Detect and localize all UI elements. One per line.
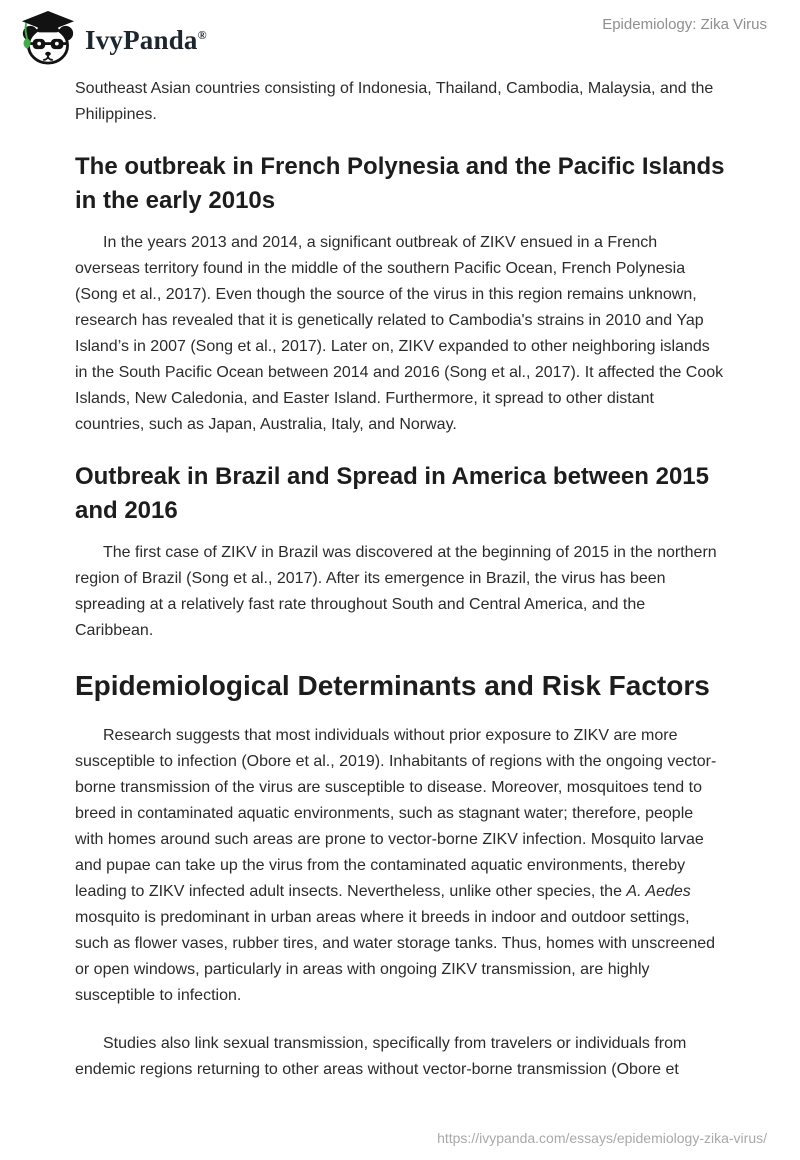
registered-trademark-symbol: ®: [197, 28, 207, 42]
paragraph-intro-continuation: Southeast Asian countries consisting of …: [75, 80, 714, 123]
running-head-title: Epidemiology: Zika Virus: [602, 16, 767, 33]
paragraph-risk-factors: Research suggests that most individuals …: [75, 723, 725, 1009]
risk-text-after-species: mosquito is predominant in urban areas w…: [75, 909, 716, 1004]
brand-name-text: IvyPanda: [85, 25, 198, 55]
heading-epidemiological-determinants: Epidemiological Determinants and Risk Fa…: [75, 670, 710, 701]
page-header: IvyPanda® Epidemiology: Zika Virus: [0, 0, 800, 68]
paragraph-brazil-outbreak: The first case of ZIKV in Brazil was dis…: [75, 544, 717, 639]
essay-content: Southeast Asian countries consisting of …: [75, 68, 725, 1083]
ivypanda-panda-graduation-logo-icon: [21, 10, 75, 65]
paragraph-sexual-transmission: Studies also link sexual transmission, s…: [75, 1035, 687, 1078]
heading-polynesia-outbreak: The outbreak in French Polynesia and the…: [75, 153, 725, 214]
brand: IvyPanda®: [20, 8, 207, 67]
paragraph-polynesia-outbreak: In the years 2013 and 2014, a significan…: [75, 234, 724, 433]
heading-brazil-outbreak: Outbreak in Brazil and Spread in America…: [75, 463, 709, 524]
risk-text-before-species: Research suggests that most individuals …: [75, 727, 717, 900]
page-footer: https://ivypanda.com/essays/epidemiology…: [437, 1130, 767, 1148]
footer-url[interactable]: https://ivypanda.com/essays/epidemiology…: [437, 1130, 767, 1146]
species-name-italic: A. Aedes: [626, 883, 691, 900]
brand-name: IvyPanda®: [85, 8, 207, 67]
